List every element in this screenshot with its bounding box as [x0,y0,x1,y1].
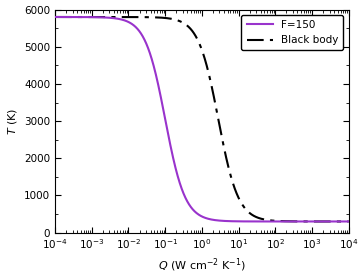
Line: Black body: Black body [55,17,349,221]
Line: F=150: F=150 [55,17,349,221]
F=150 [309,220,313,223]
X-axis label: $Q$ (W cm$^{-2}$ K$^{-1}$): $Q$ (W cm$^{-2}$ K$^{-1}$) [158,257,246,274]
F=150 [53,15,57,19]
Black body [104,15,108,19]
Black body [178,20,183,23]
F=150 [347,220,351,223]
Black body [347,220,351,223]
Black body [53,15,57,19]
F=150 [178,183,183,187]
F=150 [86,15,91,19]
F=150 [341,220,345,223]
F=150 [104,16,108,19]
Black body [86,15,91,19]
Black body [341,220,345,223]
Black body [166,17,170,20]
Black body [309,220,313,223]
Y-axis label: $T$ (K): $T$ (K) [5,108,19,135]
Legend: F=150, Black body: F=150, Black body [241,15,344,50]
F=150 [166,130,170,134]
